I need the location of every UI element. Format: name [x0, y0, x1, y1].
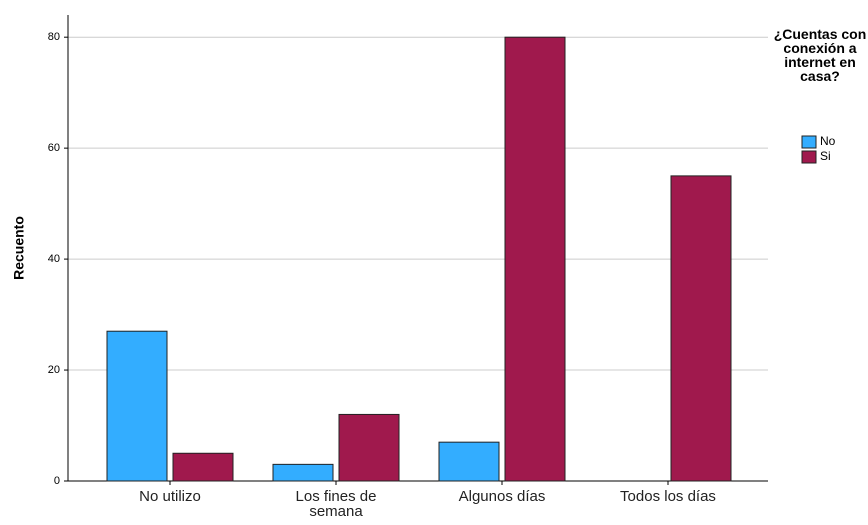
x-tick-label: Algunos días [458, 488, 546, 505]
legend-title: ¿Cuentas con conexión a internet en casa… [773, 26, 867, 84]
legend-label: No [820, 134, 836, 148]
y-tick-label: 60 [48, 142, 60, 154]
y-tick-label: 80 [48, 31, 60, 43]
legend-swatch [801, 150, 817, 164]
bar [438, 441, 500, 482]
bar [106, 330, 168, 482]
bar [670, 175, 732, 482]
bar [172, 452, 234, 482]
legend-label: Si [820, 149, 831, 163]
x-tick-label: Todos los días [620, 488, 716, 505]
y-tick-label: 20 [48, 364, 60, 376]
bar [272, 463, 334, 482]
y-tick-label: 40 [48, 253, 60, 265]
x-tick-label: No utilizo [139, 488, 201, 505]
y-tick-label: 0 [54, 475, 60, 487]
bar [338, 413, 400, 482]
y-axis-label: Recuento [11, 216, 27, 280]
legend-swatch [801, 135, 817, 149]
x-tick-label: Los fines de semana [295, 488, 377, 520]
bar [504, 36, 566, 482]
